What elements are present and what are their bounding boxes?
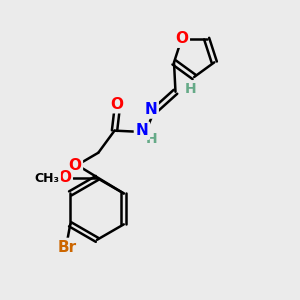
Text: H: H <box>146 132 158 145</box>
Text: N: N <box>144 102 157 117</box>
Text: O: O <box>68 158 81 172</box>
Text: H: H <box>185 82 196 96</box>
Text: CH₃: CH₃ <box>34 172 59 185</box>
Text: O: O <box>175 31 188 46</box>
Text: O: O <box>58 170 71 185</box>
Text: N: N <box>136 123 148 138</box>
Text: Br: Br <box>58 239 77 254</box>
Text: O: O <box>110 97 123 112</box>
